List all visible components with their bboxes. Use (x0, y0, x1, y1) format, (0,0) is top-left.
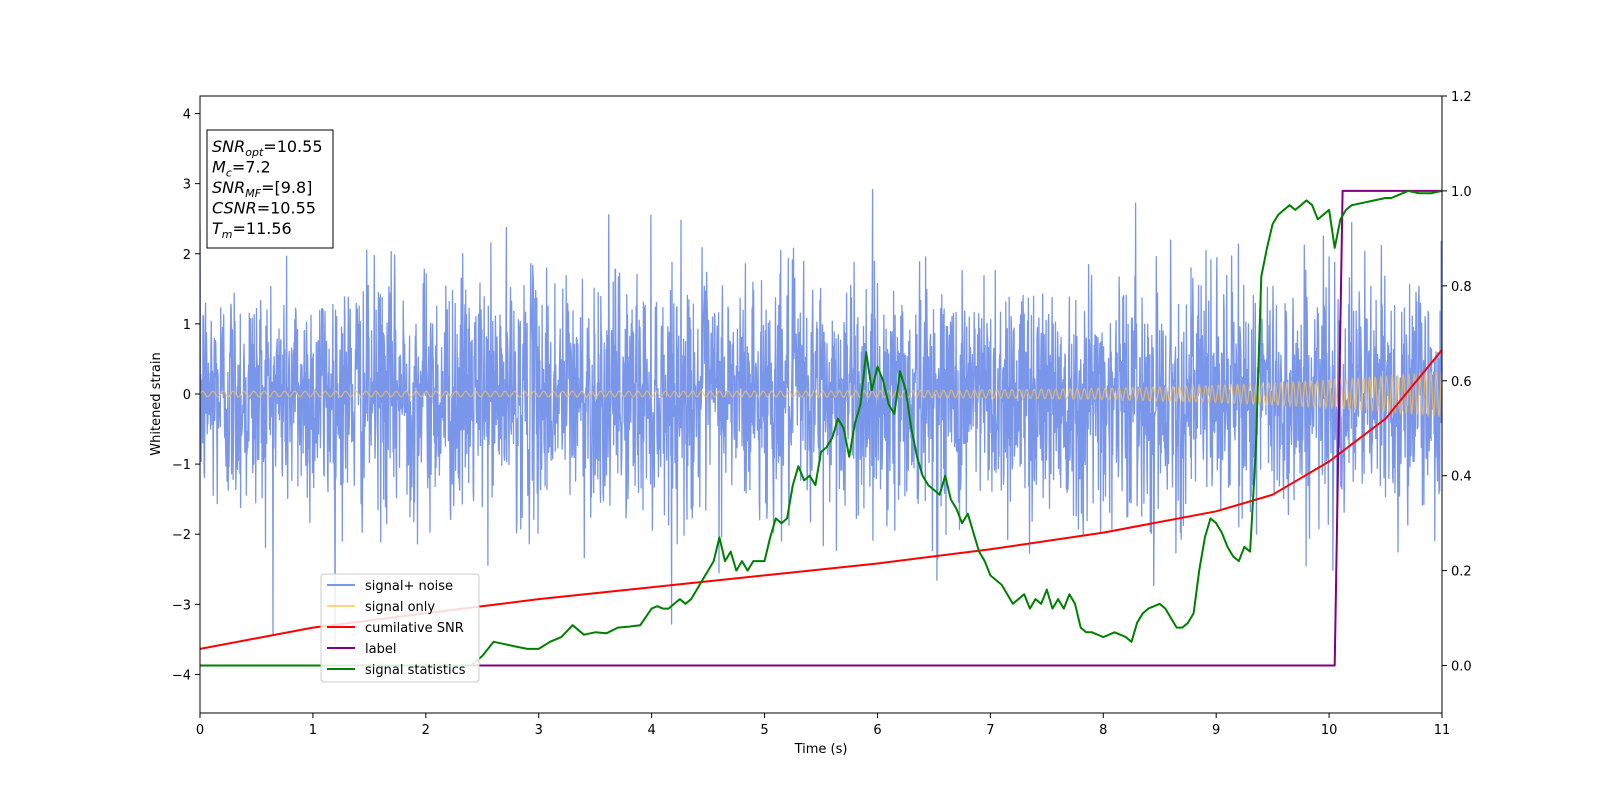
y-left-tick-label: 1 (183, 318, 191, 333)
legend-entry: label (365, 642, 396, 657)
annotation-line: Tm=11.56 (212, 219, 292, 241)
y-axis-label: Whitened strain (149, 352, 164, 455)
x-tick-label: 5 (760, 723, 768, 738)
y-left-tick-label: 0 (183, 388, 191, 403)
x-tick-label: 11 (1434, 723, 1451, 738)
metrics-annotation: SNRopt=10.55Mc=7.2SNRMF=[9.8]CSNR=10.55T… (206, 129, 334, 249)
legend-frame (320, 573, 480, 683)
y-right-tick-label: 0.2 (1451, 565, 1472, 580)
legend-entry: cumilative SNR (365, 621, 464, 636)
x-tick-label: 10 (1321, 723, 1338, 738)
y-axis-left: −4 −3 −2 −1 0 1 2 3 4 (172, 108, 200, 683)
y-left-tick-label: −4 (172, 668, 191, 683)
legend: signal+ noise signal only cumilative SNR la… (320, 573, 480, 683)
y-left-tick-label: −1 (172, 458, 191, 473)
annotation-line: CSNR=10.55 (212, 199, 316, 218)
annotation-line: SNRMF=[9.8] (212, 178, 312, 200)
x-tick-label: 9 (1212, 723, 1220, 738)
x-tick-label: 8 (1099, 723, 1107, 738)
y-left-tick-label: 4 (183, 108, 191, 123)
y-left-tick-label: −3 (172, 598, 191, 613)
annotation-line: Mc=7.2 (212, 158, 271, 180)
x-tick-label: 4 (647, 723, 655, 738)
x-tick-label: 7 (986, 723, 994, 738)
x-tick-label: 1 (309, 723, 317, 738)
y-left-tick-label: −2 (172, 528, 191, 543)
legend-entry: signal statistics (365, 663, 466, 678)
x-axis-label: Time (s) (794, 742, 848, 757)
y-right-tick-label: 1.2 (1451, 90, 1472, 105)
x-tick-label: 3 (535, 723, 543, 738)
y-right-tick-label: 1.0 (1451, 185, 1472, 200)
x-tick-label: 2 (422, 723, 430, 738)
y-left-tick-label: 2 (183, 248, 191, 263)
series-line-signal-only (200, 369, 1442, 418)
series-line-signal-noise (200, 188, 1442, 645)
x-tick-label: 0 (196, 723, 204, 738)
series-line-signal-statistics (200, 189, 1442, 667)
annotation-line: SNRopt=10.55 (212, 137, 323, 159)
y-axis-right: 0.0 0.2 0.4 0.6 0.8 1.0 1.2 (1442, 90, 1472, 675)
plot-frame (199, 95, 1443, 714)
series-line-label (200, 189, 1442, 667)
y-right-tick-label: 0.4 (1451, 470, 1472, 485)
y-left-tick-label: 3 (183, 178, 191, 193)
y-right-tick-label: 0.6 (1451, 375, 1472, 390)
y-right-tick-label: 0.8 (1451, 280, 1472, 295)
x-tick-label: 6 (873, 723, 881, 738)
y-right-tick-label: 0.0 (1451, 660, 1472, 675)
x-axis: 0 1 2 3 4 5 6 7 8 9 10 11 (196, 713, 1450, 738)
legend-entry: signal+ noise (365, 579, 453, 594)
legend-entry: signal only (365, 600, 435, 615)
annotation-frame (206, 129, 334, 249)
